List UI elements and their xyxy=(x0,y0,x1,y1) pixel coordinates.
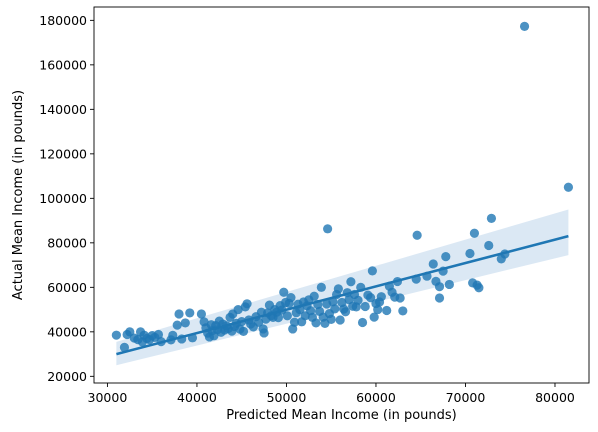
data-point-134 xyxy=(434,282,445,292)
data-point-149 xyxy=(563,182,574,192)
data-point-13 xyxy=(153,329,164,340)
data-point-68 xyxy=(279,287,289,297)
data-point-148 xyxy=(519,21,530,31)
x-axis: 30000 40000 50000 60000 70000 80000 xyxy=(88,383,575,405)
data-point-119 xyxy=(373,304,383,315)
y-tick-label-120000: 120000 xyxy=(39,146,87,161)
data-point-112 xyxy=(357,317,368,328)
data-point-85 xyxy=(309,291,319,301)
x-tick-label-70000: 70000 xyxy=(446,390,486,405)
data-point-57 xyxy=(259,328,269,338)
y-tick-label-100000: 100000 xyxy=(39,191,87,206)
y-tick-label-160000: 160000 xyxy=(39,57,87,72)
y-axis-title: Actual Mean Income (in pounds) xyxy=(11,90,26,300)
regression-layer xyxy=(116,234,569,356)
x-tick-label-30000: 30000 xyxy=(88,390,128,405)
data-point-145 xyxy=(486,213,497,223)
data-point-97 xyxy=(330,304,340,314)
data-point-99 xyxy=(333,284,343,294)
data-point-70 xyxy=(282,311,292,321)
x-tick-label-60000: 60000 xyxy=(356,390,396,405)
data-point-72 xyxy=(286,292,296,303)
data-point-17 xyxy=(172,320,182,330)
data-point-144 xyxy=(484,240,494,251)
data-point-103 xyxy=(340,307,351,317)
data-point-18 xyxy=(174,309,184,319)
data-point-115 xyxy=(365,292,376,303)
data-point-130 xyxy=(412,230,422,240)
data-point-65 xyxy=(273,312,283,323)
data-point-100 xyxy=(335,315,345,325)
data-point-121 xyxy=(376,292,386,302)
regression-line xyxy=(116,234,569,356)
data-point-54 xyxy=(254,317,264,327)
data-point-138 xyxy=(444,279,454,290)
y-tick-label-60000: 60000 xyxy=(47,280,87,295)
data-point-47 xyxy=(238,326,249,336)
y-tick-label-180000: 180000 xyxy=(39,13,87,28)
data-point-141 xyxy=(469,228,480,238)
y-tick-label-80000: 80000 xyxy=(47,235,87,250)
data-point-74 xyxy=(289,317,300,327)
y-tick-label-140000: 140000 xyxy=(39,102,87,117)
data-point-137 xyxy=(441,252,451,262)
data-point-1 xyxy=(119,342,130,353)
x-tick-label-80000: 80000 xyxy=(535,390,575,405)
data-point-122 xyxy=(382,305,392,316)
data-point-86 xyxy=(311,318,321,328)
data-point-132 xyxy=(428,259,438,269)
data-point-93 xyxy=(323,224,333,234)
plot-frame xyxy=(93,6,590,384)
data-point-116 xyxy=(367,266,377,276)
data-point-49 xyxy=(242,299,252,309)
data-point-89 xyxy=(316,282,326,292)
data-point-20 xyxy=(180,318,190,328)
data-point-95 xyxy=(326,314,336,324)
points-layer xyxy=(111,21,574,353)
data-point-106 xyxy=(346,277,356,287)
y-tick-label-40000: 40000 xyxy=(47,324,87,339)
y-tick-label-20000: 20000 xyxy=(47,369,87,384)
x-tick-label-40000: 40000 xyxy=(177,390,217,405)
data-point-143 xyxy=(474,283,484,293)
y-axis: 20000 40000 60000 80000 100000 120000 140000 16… xyxy=(39,13,94,384)
data-point-135 xyxy=(434,293,445,303)
data-point-44 xyxy=(233,304,243,315)
x-axis-title: Predicted Mean Income (in pounds) xyxy=(226,408,457,423)
data-point-139 xyxy=(465,248,475,259)
data-point-127 xyxy=(395,293,405,303)
data-point-23 xyxy=(196,309,207,319)
data-point-21 xyxy=(185,308,195,318)
data-point-0 xyxy=(111,330,121,340)
data-point-128 xyxy=(398,306,408,316)
x-tick-label-50000: 50000 xyxy=(267,390,307,405)
data-point-110 xyxy=(353,295,363,305)
data-point-113 xyxy=(360,301,370,312)
data-point-117 xyxy=(369,312,379,322)
